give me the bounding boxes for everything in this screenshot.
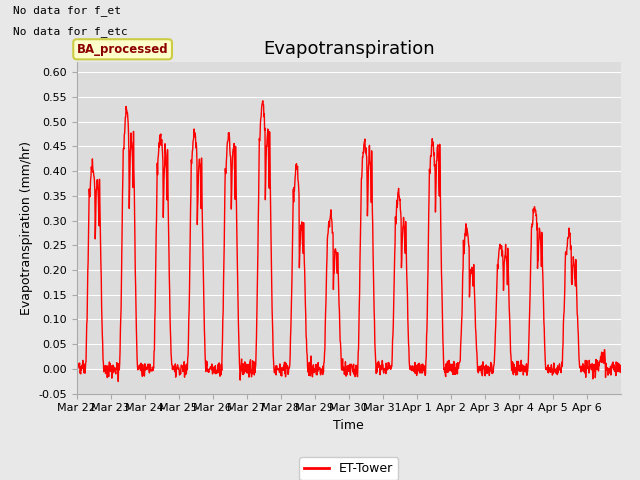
Text: No data for f_et: No data for f_et: [13, 5, 121, 16]
ET-Tower: [617, 370, 625, 375]
X-axis label: Time: Time: [333, 419, 364, 432]
Text: BA_processed: BA_processed: [77, 43, 168, 56]
ET-Tower: [477, 370, 485, 376]
Line: ET-Tower: ET-Tower: [77, 101, 621, 382]
ET-Tower: [73, 369, 81, 374]
Y-axis label: Evapotranspiration (mm/hr): Evapotranspiration (mm/hr): [20, 141, 33, 315]
ET-Tower: [611, 363, 618, 369]
ET-Tower: [335, 302, 343, 308]
Text: No data for f_etc: No data for f_etc: [13, 26, 127, 37]
ET-Tower: [115, 379, 122, 384]
ET-Tower: [259, 98, 267, 104]
Legend: ET-Tower: ET-Tower: [299, 457, 399, 480]
ET-Tower: [158, 145, 166, 151]
Title: Evapotranspiration: Evapotranspiration: [263, 40, 435, 58]
ET-Tower: [557, 366, 565, 372]
ET-Tower: [325, 219, 333, 225]
